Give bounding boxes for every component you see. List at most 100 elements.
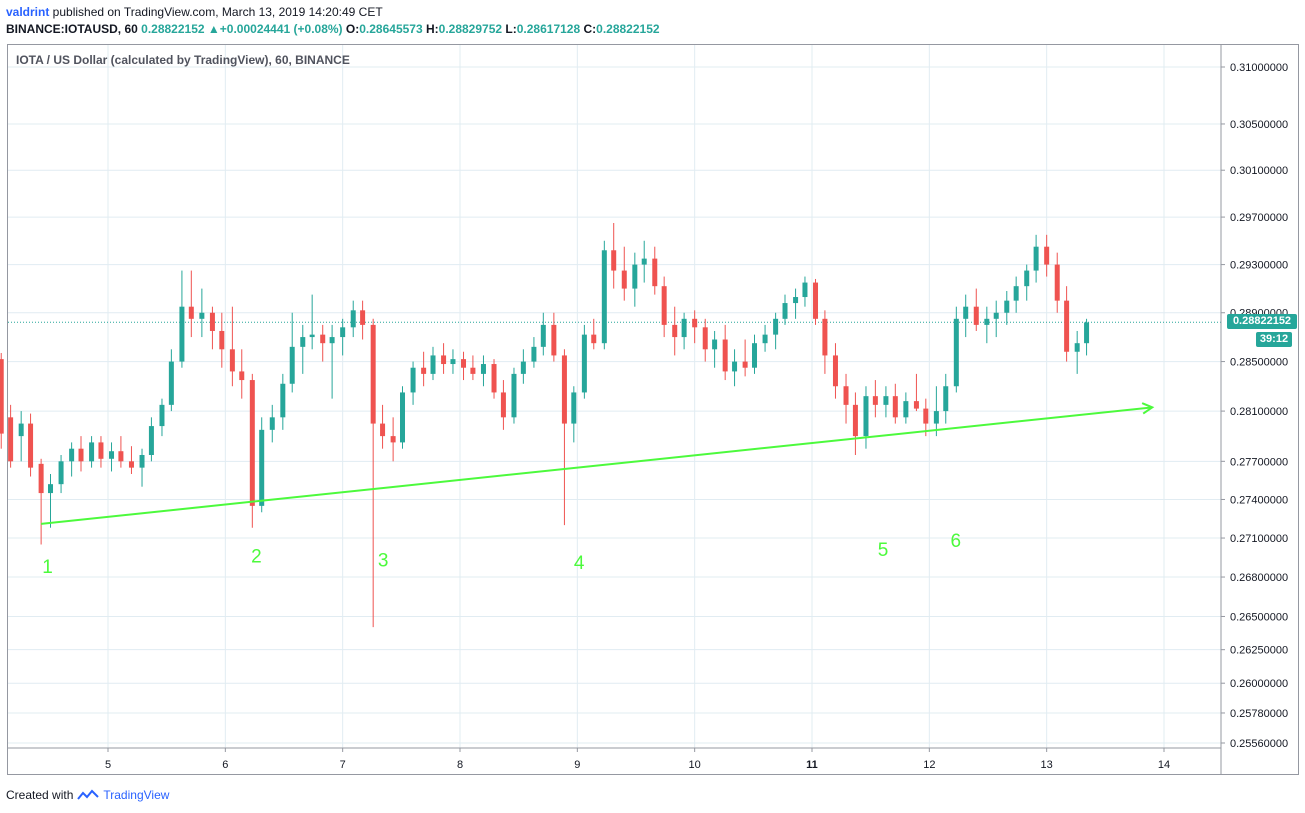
candle-body bbox=[229, 349, 235, 372]
candle-body bbox=[1054, 264, 1060, 301]
chart-frame[interactable] bbox=[7, 44, 1299, 775]
candle-body bbox=[380, 423, 386, 437]
candle-body bbox=[1024, 270, 1030, 287]
candle-body bbox=[762, 334, 768, 344]
candle-body bbox=[984, 318, 990, 325]
candle-body bbox=[702, 327, 708, 350]
candle-body bbox=[461, 359, 467, 368]
close-value: 0.28822152 bbox=[596, 22, 660, 36]
open-label: O: bbox=[345, 22, 360, 36]
publish-info: valdrint published on TradingView.com, M… bbox=[6, 5, 383, 20]
trendline-group bbox=[41, 402, 1155, 525]
annotation-group: 1 2 3 4 5 6 bbox=[42, 531, 961, 578]
time-tick-label: 5 bbox=[105, 759, 111, 771]
candle-body bbox=[470, 367, 476, 374]
created-with-label: Created with bbox=[6, 788, 74, 802]
candle-body bbox=[309, 334, 315, 338]
footer: Created with TradingView bbox=[6, 788, 169, 802]
candle-body bbox=[249, 380, 255, 506]
touch-point-label: 2 bbox=[251, 547, 262, 568]
candle-body bbox=[0, 359, 4, 434]
candle-body bbox=[259, 429, 265, 506]
candle-body bbox=[773, 318, 779, 335]
price-tick-label: 0.26800000 bbox=[1230, 572, 1288, 584]
time-tick-label: 14 bbox=[1158, 759, 1170, 771]
candle-body bbox=[390, 436, 396, 443]
candle-body bbox=[400, 392, 406, 443]
grid bbox=[8, 45, 1221, 748]
price-tick-label: 0.28100000 bbox=[1230, 406, 1288, 418]
candle-body bbox=[963, 306, 969, 319]
candle-body bbox=[601, 250, 607, 344]
candle-body bbox=[712, 339, 718, 350]
touch-point-label: 4 bbox=[574, 553, 585, 574]
low-value: 0.28617128 bbox=[516, 22, 581, 36]
price-tick-label: 0.28500000 bbox=[1230, 357, 1288, 369]
price-tick-label: 0.27100000 bbox=[1230, 533, 1288, 545]
candle-body bbox=[802, 282, 808, 298]
candle-body bbox=[1064, 300, 1070, 352]
tradingview-brand-link[interactable]: TradingView bbox=[103, 788, 170, 802]
time-tick-label: 11 bbox=[806, 759, 818, 771]
candle-body bbox=[179, 306, 185, 362]
candle-body bbox=[329, 337, 335, 344]
candle-body bbox=[78, 448, 84, 462]
candle-body bbox=[973, 306, 979, 325]
candle-body bbox=[511, 373, 517, 418]
candle-body bbox=[692, 318, 698, 328]
price-tick-label: 0.30500000 bbox=[1230, 119, 1288, 131]
candle-body bbox=[441, 355, 447, 365]
candle-body bbox=[1004, 300, 1010, 313]
candle-body bbox=[591, 334, 597, 344]
candle-body bbox=[722, 339, 728, 372]
candle-body bbox=[742, 361, 748, 368]
time-tick-label: 13 bbox=[1041, 759, 1053, 771]
candle-body bbox=[48, 484, 54, 494]
candle-body bbox=[1084, 322, 1090, 344]
candle-body bbox=[340, 327, 346, 338]
candle-body bbox=[219, 330, 225, 350]
candle-body bbox=[8, 417, 14, 462]
bar-countdown: 39:12 bbox=[1256, 332, 1292, 347]
candle-body bbox=[38, 463, 44, 494]
candle-body bbox=[239, 371, 245, 381]
candle-body bbox=[1044, 246, 1050, 265]
candle-body bbox=[421, 367, 427, 374]
touch-point-label: 3 bbox=[378, 551, 389, 572]
candle-body bbox=[641, 258, 647, 265]
high-label: H: bbox=[425, 22, 439, 36]
candle-body bbox=[280, 383, 286, 418]
candle-body bbox=[320, 334, 326, 344]
time-tick-label: 9 bbox=[574, 759, 580, 771]
candle-body bbox=[581, 334, 587, 393]
price-tick-label: 0.29300000 bbox=[1230, 260, 1288, 272]
candle-body bbox=[531, 346, 537, 362]
price-tick-label: 0.27700000 bbox=[1230, 456, 1288, 468]
trendline-arrow-icon bbox=[1141, 402, 1155, 415]
time-tick-label: 10 bbox=[689, 759, 701, 771]
price-tick-label: 0.26250000 bbox=[1230, 645, 1288, 657]
low-label: L: bbox=[505, 22, 517, 36]
candle-body bbox=[843, 386, 849, 405]
candle-body bbox=[993, 312, 999, 319]
time-tick-label: 7 bbox=[340, 759, 346, 771]
candle-body bbox=[139, 454, 145, 468]
candle-body bbox=[491, 364, 497, 393]
candle-body bbox=[551, 324, 557, 356]
candle-body bbox=[350, 310, 356, 328]
candle-body bbox=[410, 367, 416, 393]
author-link[interactable]: valdrint bbox=[6, 5, 50, 19]
price-tick-label: 0.31000000 bbox=[1230, 62, 1288, 74]
candle-body bbox=[1013, 286, 1019, 301]
candle-body bbox=[128, 461, 134, 468]
candle-body bbox=[58, 461, 64, 485]
price-tick-label: 0.27400000 bbox=[1230, 494, 1288, 506]
candle-body bbox=[18, 423, 24, 437]
candle-body bbox=[109, 451, 115, 459]
candle-body bbox=[561, 355, 567, 424]
candle-body bbox=[913, 401, 919, 409]
candle-body bbox=[89, 442, 95, 462]
candle-body bbox=[571, 392, 577, 424]
candle-body bbox=[159, 404, 165, 427]
